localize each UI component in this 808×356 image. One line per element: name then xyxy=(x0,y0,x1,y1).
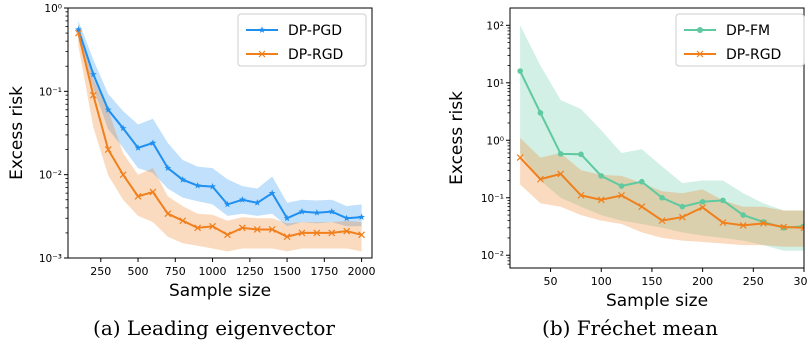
data-point-dp-fm xyxy=(700,199,706,205)
y-tick-label: 10⁻³ xyxy=(39,253,62,265)
x-tick-label: 1750 xyxy=(310,265,338,278)
data-point-dp-fm xyxy=(517,68,523,74)
legend-marker xyxy=(697,27,703,33)
x-tick-label: 250 xyxy=(90,265,111,278)
legend-label-dp-fm: DP-FM xyxy=(726,23,770,39)
x-tick-label: 500 xyxy=(128,265,149,278)
y-tick-label: 10⁻² xyxy=(481,250,504,262)
y-tick-label: 10⁻² xyxy=(39,170,62,182)
data-point-dp-fm xyxy=(578,152,584,158)
x-tick-label: 1500 xyxy=(273,265,301,278)
figure-caption: (a) Leading eigenvector xyxy=(93,316,335,340)
data-point-dp-fm xyxy=(639,179,645,185)
y-tick-label: 10⁻¹ xyxy=(39,86,62,98)
legend-label-dp-rgd: DP-RGD xyxy=(288,47,343,63)
y-tick-label: 10² xyxy=(486,20,504,32)
x-tick-label: 50 xyxy=(544,275,558,288)
legend: DP-PGD DP-RGD xyxy=(238,14,366,66)
data-point-dp-fm xyxy=(740,212,746,218)
chart-frechet-mean: 50 100 150 200 250 300 10⁻² 10⁻¹ 10⁰ 10¹ 10² Sample… xyxy=(404,0,808,356)
data-point-dp-fm xyxy=(619,183,625,189)
x-tick-label: 300 xyxy=(794,275,808,288)
x-tick-label: 150 xyxy=(641,275,662,288)
x-tick-label: 100 xyxy=(591,275,612,288)
data-point-dp-fm xyxy=(538,110,544,116)
x-tick-label: 1250 xyxy=(236,265,264,278)
data-point-dp-fm xyxy=(558,151,564,157)
x-tick-label: 200 xyxy=(692,275,713,288)
x-axis-label: Sample size xyxy=(606,291,708,311)
y-tick-label: 10⁰ xyxy=(44,3,62,15)
x-tick-label: 2000 xyxy=(348,265,376,278)
x-tick-label: 750 xyxy=(165,265,186,278)
legend-label-dp-rgd: DP-RGD xyxy=(726,47,781,63)
figure-caption: (b) Fréchet mean xyxy=(542,316,718,340)
y-axis-label: Excess risk xyxy=(447,91,467,185)
x-tick-label: 1000 xyxy=(199,265,227,278)
y-tick-label: 10⁰ xyxy=(486,135,504,147)
data-point-dp-fm xyxy=(659,195,665,201)
data-point-dp-fm xyxy=(598,173,604,179)
y-axis-label: Excess risk xyxy=(7,86,27,180)
x-axis-label: Sample size xyxy=(169,281,271,301)
legend: DP-FM DP-RGD xyxy=(676,14,804,66)
x-tick-label: 250 xyxy=(743,275,764,288)
data-point-dp-fm xyxy=(720,198,726,204)
chart-leading-eigenvector: 250 500 750 1000 1250 1500 1750 2000 10⁻³ 10⁻² 10⁻… xyxy=(0,0,404,356)
y-tick-label: 10⁻¹ xyxy=(481,193,504,205)
data-point-dp-fm xyxy=(680,204,686,210)
y-tick-label: 10¹ xyxy=(486,78,504,90)
legend-label-dp-pgd: DP-PGD xyxy=(288,23,342,39)
